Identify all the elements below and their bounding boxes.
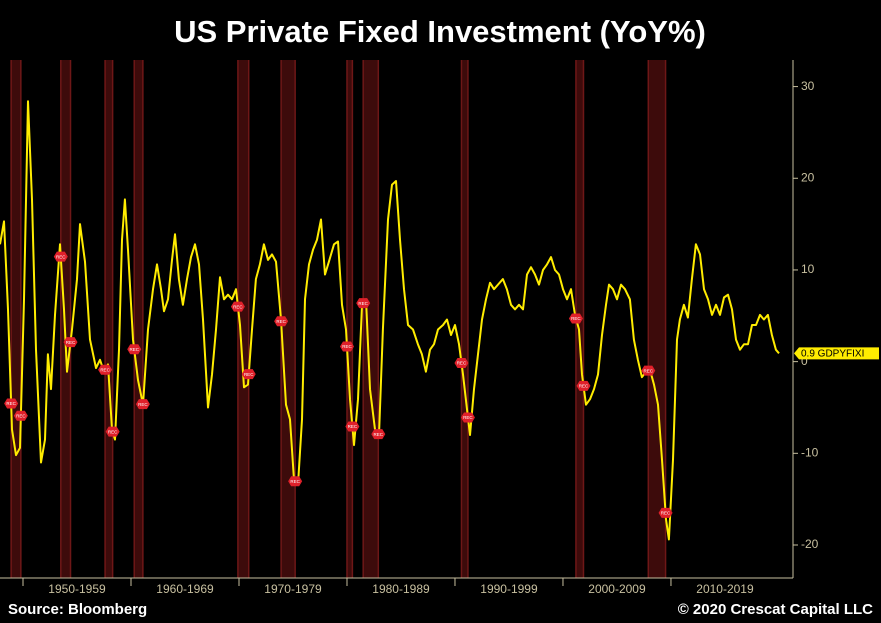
rec-marker-label: REC bbox=[16, 413, 26, 418]
rec-marker: REC bbox=[13, 410, 28, 421]
rec-marker-label: REC bbox=[644, 368, 654, 373]
rec-marker: REC bbox=[4, 398, 19, 409]
rec-marker-label: REC bbox=[358, 301, 368, 306]
rec-marker-label: REC bbox=[290, 479, 300, 484]
x-tick-label: 1950-1959 bbox=[48, 582, 106, 596]
rec-marker: REC bbox=[274, 316, 289, 327]
rec-marker-label: REC bbox=[276, 319, 286, 324]
rec-marker: REC bbox=[658, 507, 673, 518]
rec-marker-shape bbox=[454, 358, 469, 369]
rec-marker-label: REC bbox=[463, 415, 473, 420]
rec-marker: REC bbox=[568, 313, 583, 324]
rec-marker: REC bbox=[230, 301, 245, 312]
x-tick-label: 1960-1969 bbox=[156, 582, 214, 596]
rec-marker-shape bbox=[356, 298, 371, 309]
rec-marker-label: REC bbox=[56, 254, 66, 259]
rec-marker-shape bbox=[576, 380, 591, 391]
rec-marker-label: REC bbox=[233, 304, 243, 309]
rec-marker: REC bbox=[127, 344, 142, 355]
y-tick-label: 30 bbox=[801, 79, 815, 93]
recession-band bbox=[11, 60, 21, 578]
rec-marker-label: REC bbox=[129, 347, 139, 352]
recession-band bbox=[648, 60, 666, 578]
rec-marker-shape bbox=[53, 251, 68, 262]
source: Source: Bloomberg bbox=[8, 601, 147, 618]
x-tick-label: 1970-1979 bbox=[264, 582, 322, 596]
rec-marker-shape bbox=[658, 507, 673, 518]
recession-band bbox=[346, 60, 353, 578]
rec-marker-shape bbox=[4, 398, 19, 409]
rec-marker-label: REC bbox=[374, 432, 384, 437]
rec-marker: REC bbox=[339, 341, 354, 352]
rec-marker: REC bbox=[98, 364, 113, 375]
rec-marker: REC bbox=[345, 421, 360, 432]
rec-marker: REC bbox=[356, 298, 371, 309]
rec-marker: REC bbox=[135, 399, 150, 410]
rec-marker: REC bbox=[105, 426, 120, 437]
recession-band bbox=[363, 60, 379, 578]
rec-marker: REC bbox=[288, 476, 303, 487]
y-tick-label: 10 bbox=[801, 262, 815, 276]
rec-marker-label: REC bbox=[571, 316, 581, 321]
rec-marker-label: REC bbox=[108, 429, 118, 434]
rec-marker-shape bbox=[230, 301, 245, 312]
y-tick-label: -20 bbox=[801, 537, 819, 551]
y-tick-label: -10 bbox=[801, 445, 819, 459]
recession-band bbox=[105, 60, 113, 578]
rec-marker-shape bbox=[13, 410, 28, 421]
rec-marker-shape bbox=[127, 344, 142, 355]
rec-marker-label: REC bbox=[457, 361, 467, 366]
recession-band bbox=[134, 60, 143, 578]
rec-marker: REC bbox=[371, 429, 386, 440]
x-tick-label: 2000-2009 bbox=[588, 582, 646, 596]
rec-marker-label: REC bbox=[348, 424, 358, 429]
x-tick-label: 1980-1989 bbox=[372, 582, 430, 596]
end-label-box bbox=[794, 347, 879, 360]
x-tick-label: 2010-2019 bbox=[696, 582, 754, 596]
end-label: 0.9 GDPYFIXI bbox=[801, 349, 864, 360]
rec-marker-shape bbox=[98, 364, 113, 375]
rec-marker-label: REC bbox=[244, 372, 254, 377]
recession-band bbox=[461, 60, 468, 578]
rec-marker: REC bbox=[460, 412, 475, 423]
rec-marker: REC bbox=[63, 337, 78, 348]
y-tick-label: 0 bbox=[801, 354, 808, 368]
line bbox=[0, 100, 780, 541]
rec-marker-label: REC bbox=[661, 511, 671, 516]
rec-marker-shape bbox=[241, 369, 256, 380]
rec-marker-label: REC bbox=[100, 367, 110, 372]
chart-title: US Private Fixed Investment (YoY%) bbox=[174, 14, 706, 49]
rec-marker: REC bbox=[576, 380, 591, 391]
rec-marker: REC bbox=[454, 358, 469, 369]
y-tick-label: 20 bbox=[801, 170, 815, 184]
rec-marker-shape bbox=[568, 313, 583, 324]
rec-marker: REC bbox=[53, 251, 68, 262]
rec-marker: REC bbox=[241, 369, 256, 380]
copyright: © 2020 Crescat Capital LLC bbox=[678, 601, 873, 618]
rec-marker-label: REC bbox=[66, 340, 76, 345]
rec-marker-shape bbox=[274, 316, 289, 327]
rec-marker-label: REC bbox=[6, 401, 16, 406]
rec-marker-shape bbox=[345, 421, 360, 432]
rec-marker-shape bbox=[641, 365, 656, 376]
rec-marker-label: REC bbox=[579, 384, 589, 389]
x-tick-label: 1990-1999 bbox=[480, 582, 538, 596]
recession-band bbox=[237, 60, 249, 578]
rec-marker-shape bbox=[63, 337, 78, 348]
rec-marker-shape bbox=[339, 341, 354, 352]
rec-marker-shape bbox=[288, 476, 303, 487]
rec-marker-label: REC bbox=[342, 344, 352, 349]
rec-marker-shape bbox=[135, 399, 150, 410]
rec-marker-shape bbox=[371, 429, 386, 440]
rec-marker-label: REC bbox=[138, 402, 148, 407]
recession-band bbox=[60, 60, 71, 578]
rec-marker: REC bbox=[641, 365, 656, 376]
rec-marker-shape bbox=[460, 412, 475, 423]
rec-marker-shape bbox=[105, 426, 120, 437]
